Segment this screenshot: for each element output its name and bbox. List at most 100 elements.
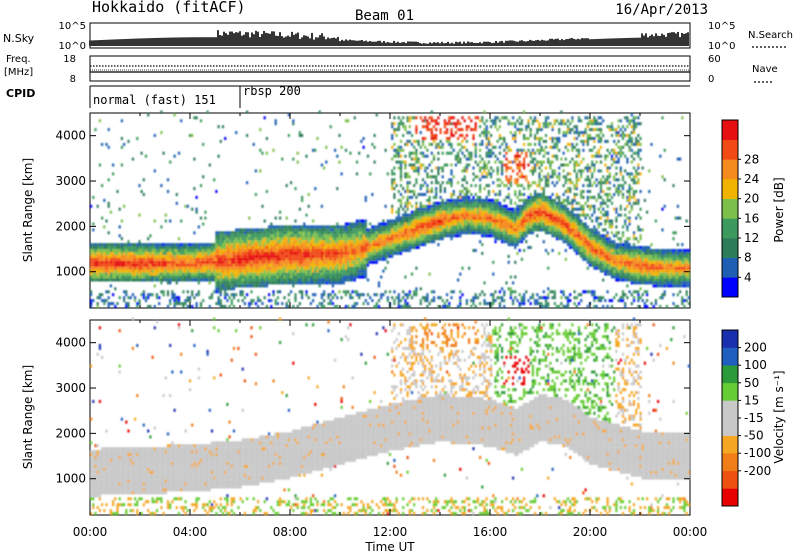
power-cell — [248, 228, 251, 232]
power-cell — [232, 275, 236, 279]
power-cell — [140, 266, 143, 270]
power-cell — [512, 228, 515, 232]
power-cell — [232, 240, 236, 244]
power-cell — [463, 137, 466, 140]
power-cell — [498, 137, 501, 140]
power-cell — [402, 290, 405, 294]
power-cell — [424, 243, 427, 247]
power-cell — [160, 246, 163, 249]
power-cell — [373, 145, 376, 149]
power-cell — [228, 251, 231, 255]
power-cell — [509, 181, 512, 185]
power-cell — [505, 157, 508, 161]
power-cell — [316, 231, 319, 235]
power-cell — [228, 243, 231, 247]
power-cell — [454, 231, 457, 235]
power-cell — [512, 234, 515, 238]
power-cell — [246, 231, 249, 235]
power-cell — [131, 251, 134, 255]
power-cell — [305, 246, 308, 249]
power-cell — [498, 213, 501, 217]
power-cell — [257, 243, 260, 247]
power-cell — [204, 275, 207, 279]
power-cell — [503, 207, 506, 211]
power-cell — [263, 240, 266, 244]
power-cell — [243, 266, 246, 270]
power-cell — [353, 116, 356, 120]
power-cell — [116, 275, 119, 279]
power-cell — [410, 296, 414, 300]
power-cell — [171, 243, 174, 247]
power-cell — [512, 169, 515, 173]
power-cell — [406, 139, 409, 143]
power-cell — [224, 290, 227, 294]
power-cell — [243, 234, 246, 238]
power-cell — [364, 225, 367, 229]
power-cell — [542, 225, 545, 229]
power-cell — [349, 151, 352, 155]
power-cell — [114, 249, 117, 252]
power-cell — [283, 263, 286, 267]
power-cell — [494, 207, 497, 211]
power-cell — [221, 237, 225, 241]
power-cell — [123, 257, 126, 261]
power-cell — [292, 251, 295, 255]
power-cell — [285, 251, 288, 255]
power-cell — [527, 299, 530, 303]
power-cell — [281, 234, 284, 238]
power-cell — [470, 222, 473, 226]
power-cell — [127, 266, 130, 270]
power-cell — [274, 278, 277, 282]
power-cell — [353, 290, 356, 294]
power-cell — [437, 219, 440, 223]
power-cell — [182, 257, 185, 261]
power-cell — [318, 254, 321, 258]
power-cell — [270, 222, 273, 226]
power-cell — [320, 254, 323, 258]
power-cell — [527, 122, 530, 126]
power-cell — [377, 249, 381, 252]
power-cell — [404, 237, 407, 241]
power-cell — [505, 225, 508, 229]
power-cell — [261, 302, 264, 306]
power-cell — [107, 231, 110, 235]
power-cell — [465, 181, 468, 185]
power-cell — [162, 275, 165, 279]
power-cell — [204, 246, 207, 249]
power-cell — [285, 260, 288, 264]
power-cell — [109, 284, 112, 288]
power-cell — [290, 234, 293, 238]
power-cell — [529, 184, 532, 188]
power-cell — [221, 263, 225, 267]
power-cell — [285, 263, 288, 267]
power-cell — [472, 198, 475, 202]
power-cell — [325, 269, 328, 273]
power-cell — [272, 263, 275, 267]
power-cell — [498, 290, 501, 294]
power-cell — [547, 172, 550, 176]
power-cell — [443, 222, 446, 226]
power-cell — [292, 240, 295, 244]
power-cell — [250, 275, 253, 279]
power-cell — [344, 243, 348, 247]
power-cell — [516, 148, 519, 152]
power-cell — [327, 272, 330, 276]
power-cell — [362, 137, 365, 140]
power-cell — [424, 234, 427, 238]
power-cell — [505, 178, 508, 182]
power-cell — [147, 275, 150, 279]
power-cell — [138, 240, 141, 244]
power-cell — [417, 193, 420, 196]
power-cell — [285, 302, 288, 306]
power-cell — [391, 222, 394, 226]
power-cell — [516, 151, 519, 155]
power-cell — [430, 137, 433, 140]
power-cell — [224, 260, 227, 264]
power-cell — [446, 231, 449, 235]
power-cell — [336, 254, 339, 258]
power-cell — [540, 198, 543, 202]
power-cell — [90, 272, 93, 276]
power-cell — [413, 145, 416, 149]
power-cell — [439, 195, 442, 199]
power-cell — [428, 122, 431, 126]
